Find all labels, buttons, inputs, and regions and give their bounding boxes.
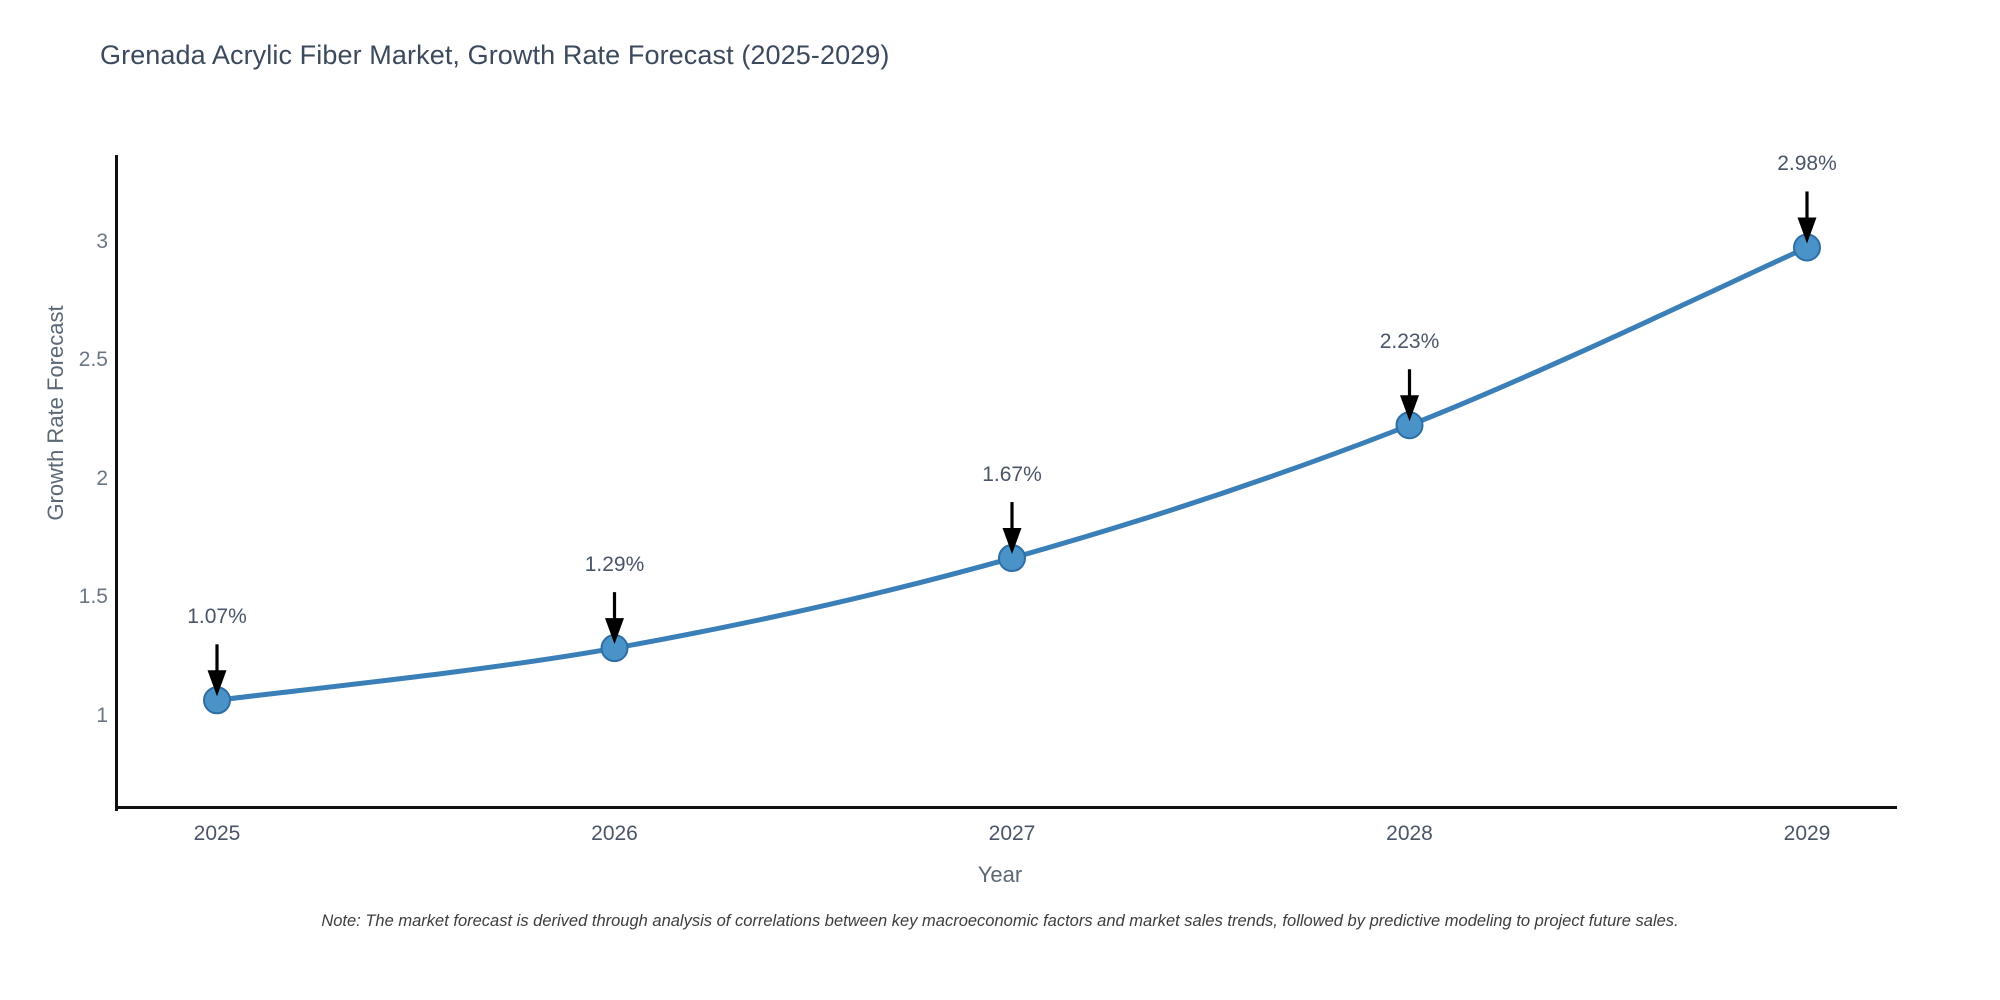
y-axis-title: Growth Rate Forecast: [43, 305, 68, 521]
data-point-label: 2.23%: [1379, 330, 1440, 354]
data-point-marker[interactable]: [1395, 411, 1424, 440]
data-point-label: 2.98%: [1777, 152, 1837, 176]
data-point-marker[interactable]: [203, 686, 231, 715]
value-arrow: [1002, 502, 1022, 555]
y-axis-spine: [115, 155, 118, 811]
x-axis-title: Year: [977, 862, 1023, 887]
data-point-label: 1.07%: [187, 605, 247, 629]
chart-footnote: Note: The market forecast is derived thr…: [321, 912, 1679, 930]
y-axis-tick-label: 3: [96, 229, 108, 253]
x-axis-tick-label: 2025: [193, 822, 241, 845]
value-arrow: [605, 592, 624, 645]
value-arrow: [1797, 191, 1817, 244]
y-axis-tick-label: 1: [96, 703, 108, 727]
data-point-marker[interactable]: [1793, 233, 1821, 262]
x-axis-tick-label: 2026: [591, 822, 638, 845]
y-axis-tick-label: 2: [96, 466, 108, 490]
x-axis-tick-label: 2028: [1386, 822, 1433, 845]
x-axis-tick-label: 2029: [1783, 822, 1831, 845]
data-point-label: 1.67%: [982, 463, 1042, 487]
value-arrow: [1400, 369, 1419, 422]
x-axis-spine: [115, 806, 1897, 809]
y-axis-tick-label: 2.5: [78, 348, 108, 372]
x-axis-tick-label: 2027: [988, 822, 1036, 845]
data-point-marker[interactable]: [998, 544, 1026, 573]
y-axis-tick-label: 1.5: [78, 585, 108, 609]
data-point-label: 1.29%: [584, 553, 645, 577]
chart-title: Grenada Acrylic Fiber Market, Growth Rat…: [100, 40, 890, 70]
data-point-marker[interactable]: [600, 634, 629, 663]
value-arrow: [207, 644, 227, 697]
